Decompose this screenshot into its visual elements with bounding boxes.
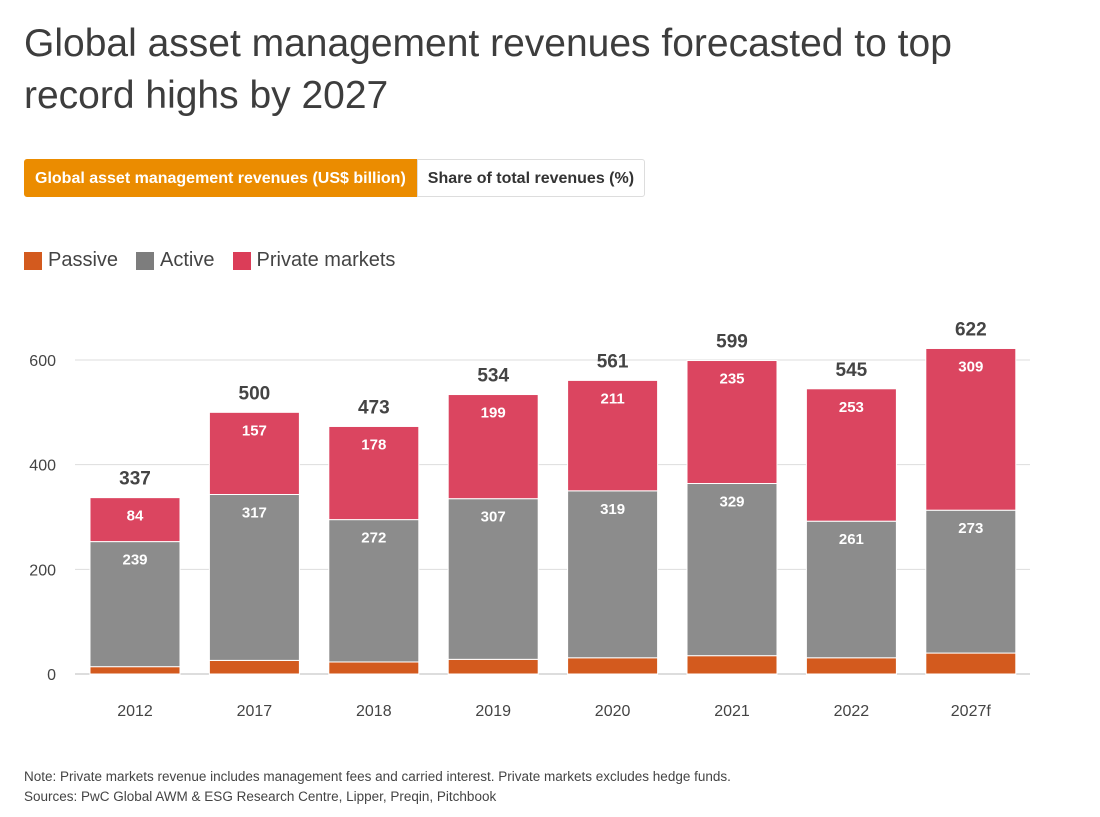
bar-passive <box>805 657 897 675</box>
x-tick-label: 2027f <box>951 703 992 720</box>
legend-label: Passive <box>48 249 119 271</box>
bar-passive <box>208 659 300 675</box>
bar-private-markets <box>925 347 1017 511</box>
legend-swatch <box>232 251 251 270</box>
bar-passive <box>567 657 659 675</box>
data-label: 307 <box>481 509 506 526</box>
stacked-bar-chart: 0 200 400 600 239 84 337 2012 317 157 500 2017 272 17… <box>29 319 1030 720</box>
total-label: 473 <box>358 397 390 418</box>
bar-private-markets <box>208 411 300 495</box>
y-tick-label: 600 <box>29 353 56 370</box>
total-label: 500 <box>239 383 271 404</box>
y-tick-label: 400 <box>29 458 56 475</box>
bar-active <box>89 541 181 668</box>
bar-passive <box>447 658 539 675</box>
data-label: 309 <box>958 358 983 375</box>
legend-label: Active <box>160 249 215 271</box>
x-tick-label: 2020 <box>595 703 631 720</box>
bar-active <box>925 509 1017 654</box>
x-tick-label: 2018 <box>356 703 392 720</box>
legend-label: Private markets <box>256 249 396 271</box>
bar-private-markets <box>805 388 897 522</box>
bar-active <box>328 519 420 663</box>
footnotes: Note: Private markets revenue includes m… <box>24 767 731 807</box>
total-label: 545 <box>836 360 868 381</box>
legend-item-passive[interactable]: Passive <box>24 249 118 272</box>
data-label: 157 <box>242 422 267 439</box>
bar-active <box>686 483 778 657</box>
data-label: 317 <box>242 504 267 521</box>
x-tick-label: 2019 <box>475 703 511 720</box>
bar-active <box>567 490 659 659</box>
data-label: 211 <box>600 390 624 407</box>
bar-private-markets <box>89 497 181 543</box>
x-tick-label: 2022 <box>834 703 870 720</box>
bar-private-markets <box>447 394 539 500</box>
bar-active <box>447 498 539 660</box>
total-label: 599 <box>716 332 748 353</box>
bar-active <box>805 520 897 659</box>
data-label: 178 <box>361 436 386 453</box>
data-label: 199 <box>481 405 506 422</box>
data-label: 329 <box>719 494 744 511</box>
y-tick-label: 200 <box>29 562 56 579</box>
legend-swatch <box>24 251 42 270</box>
bar-private-markets <box>567 379 659 492</box>
view-tabs: Global asset management revenues (US$ bi… <box>24 159 646 197</box>
data-label: 273 <box>958 520 983 537</box>
x-tick-label: 2021 <box>714 703 750 720</box>
data-label: 239 <box>122 552 147 569</box>
bar-private-markets <box>328 425 420 521</box>
data-label: 84 <box>127 508 144 525</box>
sources-text: Sources: PwC Global AWM & ESG Research C… <box>24 789 497 804</box>
total-label: 561 <box>597 351 629 372</box>
total-label: 622 <box>955 319 987 340</box>
x-tick-label: 2017 <box>237 703 273 720</box>
total-label: 337 <box>119 469 151 490</box>
legend-swatch <box>136 251 155 270</box>
legend-item-active[interactable]: Active <box>136 249 215 272</box>
bar-passive <box>89 666 181 675</box>
data-label: 319 <box>600 501 625 518</box>
data-label: 253 <box>839 399 864 416</box>
y-tick-label: 0 <box>47 667 56 684</box>
bar-passive <box>328 661 420 675</box>
data-label: 235 <box>719 371 744 388</box>
bar-passive <box>925 652 1017 675</box>
bar-private-markets <box>686 360 778 485</box>
legend: Passive Active Private markets <box>24 249 395 272</box>
chart-title: Global asset management revenues forecas… <box>24 22 952 117</box>
bar-active <box>208 493 300 661</box>
total-label: 534 <box>477 366 509 387</box>
note-text: Note: Private markets revenue includes m… <box>24 769 731 784</box>
data-label: 261 <box>839 531 864 548</box>
tab-revenues[interactable]: Global asset management revenues (US$ bi… <box>24 159 417 197</box>
data-label: 272 <box>361 530 386 547</box>
legend-item-private[interactable]: Private markets <box>232 249 396 272</box>
bar-passive <box>686 655 778 675</box>
tab-share[interactable]: Share of total revenues (%) <box>416 159 646 197</box>
x-tick-label: 2012 <box>117 703 153 720</box>
